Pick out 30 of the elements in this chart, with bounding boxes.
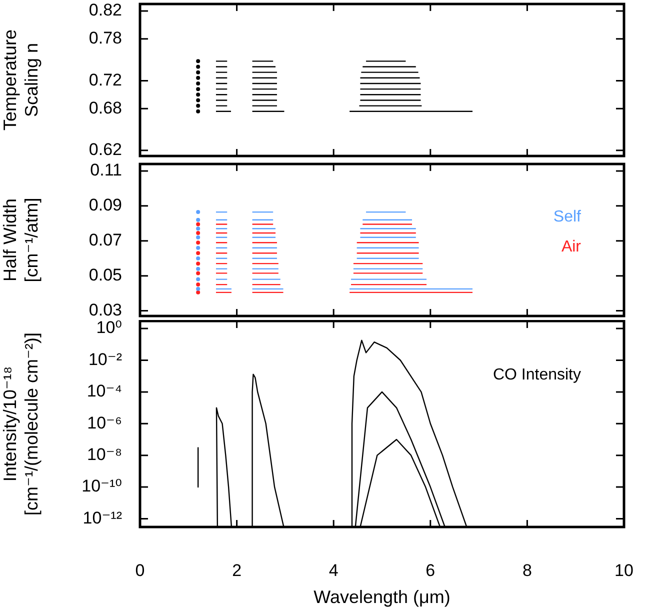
x-tick-label: 4: [328, 560, 338, 580]
x-tick-label: 8: [522, 560, 532, 580]
y-tick-label: 0.62: [88, 140, 122, 160]
annotation: CO Intensity: [492, 366, 581, 384]
y-tick-label: 0.72: [88, 70, 122, 90]
y-tick-label: 10⁻⁴: [86, 382, 122, 401]
y-tick-label: 10⁻¹⁰: [82, 476, 122, 496]
x-tick-label: 10: [614, 560, 634, 580]
y-axis-title: Temperature Scaling n: [0, 29, 42, 131]
y-tick-label: 10⁻²: [88, 350, 122, 369]
text: Self: [553, 208, 582, 226]
text: Air: [561, 238, 582, 256]
y-tick-label: 0.68: [88, 98, 122, 118]
y-axis-title: Intensity/10⁻¹⁸ [cm⁻¹/(molecule cm⁻²)]: [0, 332, 42, 516]
y-tick-label: 0.82: [88, 0, 122, 20]
x-tick-label: 0: [135, 560, 145, 580]
y-tick-label: 10⁻⁶: [87, 413, 122, 432]
x-axis-title: Wavelength (μm): [314, 587, 450, 608]
y-tick-label: 0.78: [88, 28, 122, 48]
y-tick-label: 0.07: [88, 230, 122, 250]
y-tick-label: 0.05: [88, 266, 122, 285]
y-tick-label: 0.09: [88, 196, 122, 215]
x-tick-label: 2: [232, 560, 242, 580]
y-axis-title: Half Width [cm⁻¹/atm]: [0, 198, 42, 282]
y-tick-label: 0.11: [90, 160, 122, 180]
x-tick-label: 6: [426, 560, 436, 580]
y-tick-label: 10⁻¹²: [82, 508, 122, 528]
y-tick-label: 10⁻⁸: [86, 445, 122, 464]
y-tick-label: 10⁰: [96, 318, 122, 338]
y-tick-label: 0.03: [88, 300, 122, 320]
